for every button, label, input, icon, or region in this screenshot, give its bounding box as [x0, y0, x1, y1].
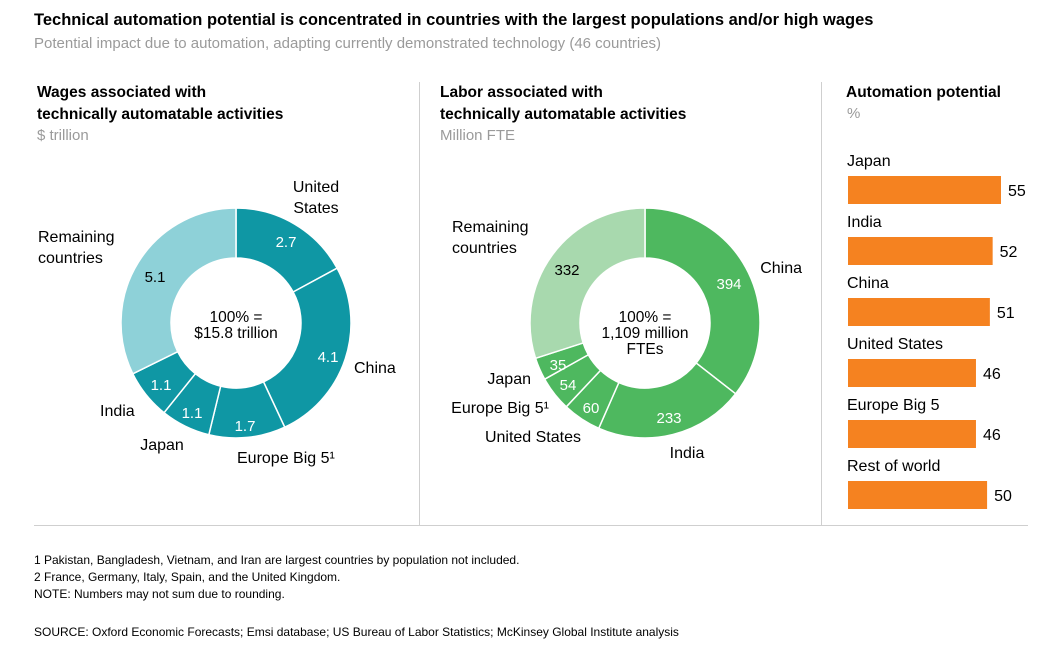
donut-wages-label-china: China: [354, 360, 396, 377]
donut-labor-label-remaining-countries-line-2: countries: [452, 240, 517, 257]
donut-wages-label-remaining-countries-line-1: Remaining: [38, 229, 114, 246]
donut-labor-label-europe-big-5: Europe Big 5¹: [451, 400, 549, 417]
donut-wages-value-india: 1.1: [151, 377, 172, 394]
source-note: SOURCE: Oxford Economic Forecasts; Emsi …: [34, 625, 679, 639]
donut-labor-value-europe-big-5: 54: [560, 377, 577, 394]
wages-donut-chart: 2.7 4.1 1.7 1.1 1.1 5.1 United States China Europ…: [38, 179, 396, 467]
wages-heading-line-1: Wages associated with: [37, 84, 207, 101]
donut-labor-label-japan: Japan: [487, 371, 531, 388]
donut-labor-value-united-states: 60: [583, 400, 600, 417]
donut-labor-value-remaining-countries: 332: [554, 262, 579, 279]
bar-label-japan: Japan: [847, 153, 891, 170]
automation-unit: %: [847, 105, 861, 122]
donut-wages-label-united-states-line-1: United: [293, 179, 339, 196]
footnote-1: 1 Pakistan, Bangladesh, Vietnam, and Ira…: [34, 553, 520, 567]
labor-heading-line-2: technically automatable activities: [440, 106, 687, 123]
donut-labor-label-india: India: [670, 445, 705, 462]
wages-panel-heading: Wages associated with technically automa…: [37, 82, 283, 126]
donut-labor-label-united-states: United States: [485, 429, 581, 446]
bar-label-europe-big-5: Europe Big 5: [847, 397, 940, 414]
donut-labor-label-remaining-countries-line-1: Remaining: [452, 219, 528, 236]
footnote-2: 2 France, Germany, Italy, Spain, and the…: [34, 570, 341, 584]
donut-wages-label-remaining-countries-line-2: countries: [38, 250, 103, 267]
bar-europe-big-5: [848, 420, 976, 448]
donut-labor-center-text-3: FTEs: [626, 341, 663, 358]
bar-value-japan: 55: [1008, 183, 1026, 200]
donut-wages-label-india: India: [100, 403, 135, 420]
wages-unit: $ trillion: [37, 127, 89, 144]
bar-value-united-states: 46: [983, 366, 1001, 383]
bar-value-europe-big-5: 46: [983, 427, 1001, 444]
donut-wages-label-united-states-line-2: States: [293, 200, 338, 217]
donut-labor-value-china: 394: [716, 276, 741, 293]
page-subtitle: Potential impact due to automation, adap…: [34, 35, 662, 52]
bar-china: [848, 298, 990, 326]
donut-labor-slice-india: [597, 361, 737, 439]
labor-unit: Million FTE: [440, 127, 516, 144]
divider-1: [419, 82, 420, 525]
bar-value-india: 52: [1000, 244, 1018, 261]
donut-wages-slice-china: [262, 267, 352, 429]
donut-labor-slice-china: [644, 207, 761, 395]
labor-panel-heading: Labor associated with technically automa…: [440, 82, 686, 126]
wages-heading-line-2: technically automatable activities: [37, 106, 284, 123]
bar-label-united-states: United States: [847, 336, 943, 353]
divider-bottom: [34, 525, 1028, 526]
donut-wages-value-united-states: 2.7: [276, 234, 297, 251]
donut-labor-slice-remaining-countries: [529, 207, 646, 360]
page-title: Technical automation potential is concen…: [34, 11, 874, 29]
bar-united-states: [848, 359, 976, 387]
donut-wages-center-text-2: $15.8 trillion: [194, 325, 278, 342]
bar-label-china: China: [847, 275, 889, 292]
bar-value-china: 51: [997, 305, 1015, 322]
donut-wages-value-japan: 1.1: [182, 405, 203, 422]
divider-2: [821, 82, 822, 525]
donut-wages-slice-remaining-countries: [120, 207, 237, 375]
bar-label-rest-of-world: Rest of world: [847, 458, 940, 475]
donut-labor-value-japan: 35: [550, 357, 567, 374]
labor-donut-chart: 394 233 60 54 35 332 China India United States Eu…: [451, 207, 802, 462]
bar-india: [848, 237, 993, 265]
donut-wages-label-japan: Japan: [140, 437, 184, 454]
bar-label-india: India: [847, 214, 882, 231]
donut-wages-value-remaining-countries: 5.1: [145, 269, 166, 286]
donut-labor-center-text-2: 1,109 million: [601, 325, 688, 342]
bar-rest-of-world: [848, 481, 988, 509]
automation-bar-chart: Japan 55 India 52 China 51 United States 46 Euro…: [847, 153, 1026, 509]
footnote-note: NOTE: Numbers may not sum due to roundin…: [34, 587, 285, 601]
donut-labor-center-text-1: 100% =: [618, 309, 671, 326]
bar-japan: [848, 176, 1001, 204]
donut-wages-value-china: 4.1: [318, 349, 339, 366]
automation-panel-heading: Automation potential: [846, 84, 1001, 101]
donut-wages-value-europe-big-5: 1.7: [235, 418, 256, 435]
donut-wages-label-europe-big-5: Europe Big 5¹: [237, 450, 335, 467]
donut-labor-label-china: China: [760, 260, 802, 277]
labor-heading-line-1: Labor associated with: [440, 84, 603, 101]
donut-labor-value-india: 233: [656, 410, 681, 427]
donut-wages-center-text-1: 100% =: [209, 309, 262, 326]
bar-value-rest-of-world: 50: [994, 488, 1012, 505]
